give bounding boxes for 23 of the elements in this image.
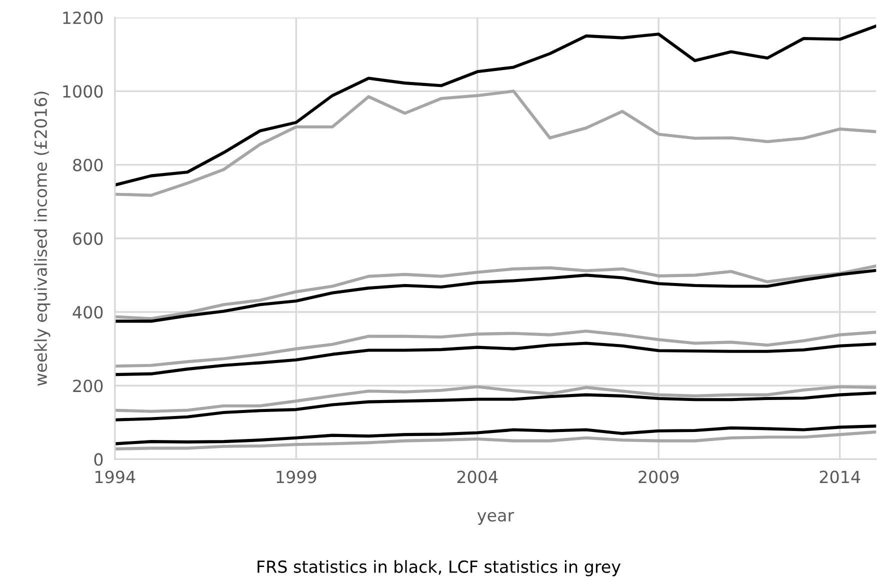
text: FRS statistics in black, LCF statistics in grey [258, 560, 621, 576]
line-series [114, 24, 876, 187]
line-series [114, 391, 876, 422]
x-tick-label: 1999 [276, 470, 316, 484]
y-tick-label: 800 [73, 158, 103, 172]
y-tick-label: 1000 [63, 85, 103, 98]
x-tick-label: 1994 [96, 470, 136, 484]
line-series [114, 430, 876, 450]
y-axis-title: weekly equivalised income (£2016) [34, 92, 50, 386]
y-tick-label: 600 [73, 232, 103, 245]
y-tick-label: 400 [72, 306, 103, 319]
line-series [114, 342, 876, 376]
x-axis-title: year [477, 512, 514, 525]
line-series [114, 424, 876, 446]
x-tick-label: 2009 [638, 470, 679, 484]
y-tick-label: 200 [73, 380, 103, 392]
line-series [114, 330, 876, 368]
line-series [114, 385, 876, 413]
x-tick-label: 2014 [820, 470, 860, 484]
line-series [114, 90, 876, 197]
y-tick-label: 1200 [63, 12, 103, 24]
x-tick-label: 2004 [457, 470, 498, 484]
y-tick-label: 0 [94, 453, 103, 466]
